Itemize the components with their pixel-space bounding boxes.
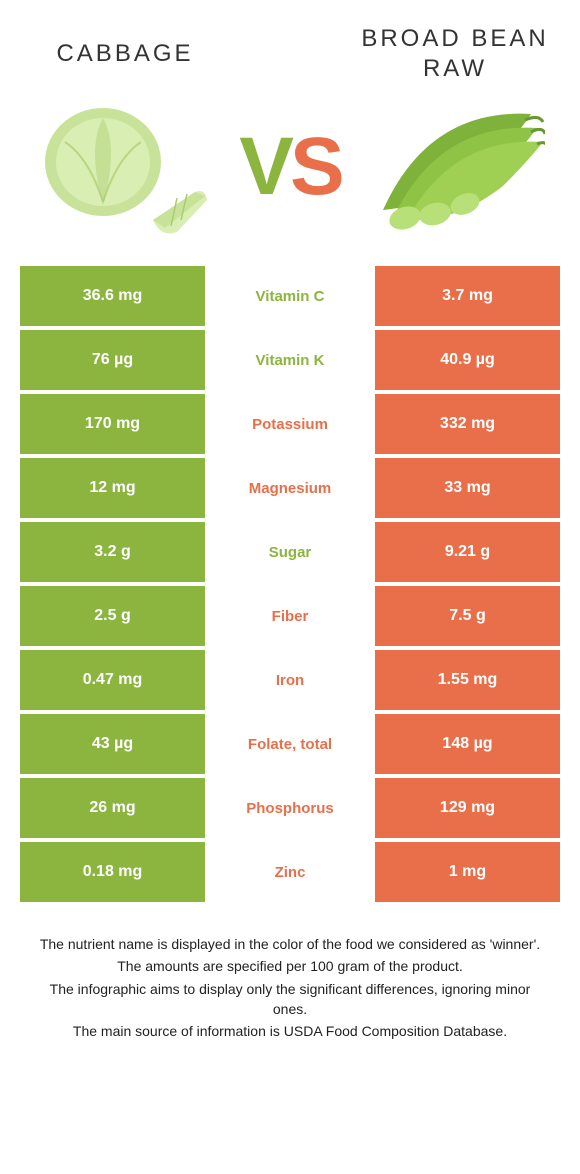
left-value: 2.5 g <box>20 586 205 646</box>
footnote-line: The infographic aims to display only the… <box>34 979 546 1020</box>
nutrient-label: Phosphorus <box>205 778 375 838</box>
hero-row: VS <box>0 88 580 266</box>
right-value: 3.7 mg <box>375 266 560 326</box>
broad-bean-image <box>350 92 560 242</box>
left-value: 43 µg <box>20 714 205 774</box>
nutrient-label: Magnesium <box>205 458 375 518</box>
nutrient-row: 0.18 mgZinc1 mg <box>20 842 560 902</box>
nutrient-row: 3.2 gSugar9.21 g <box>20 522 560 582</box>
nutrient-label: Potassium <box>205 394 375 454</box>
right-value: 1 mg <box>375 842 560 902</box>
nutrient-row: 2.5 gFiber7.5 g <box>20 586 560 646</box>
right-value: 129 mg <box>375 778 560 838</box>
nutrient-label: Zinc <box>205 842 375 902</box>
left-value: 0.47 mg <box>20 650 205 710</box>
right-value: 40.9 µg <box>375 330 560 390</box>
left-value: 36.6 mg <box>20 266 205 326</box>
header-row: CABBAGE BROAD BEAN RAW <box>0 0 580 88</box>
footnote-line: The nutrient name is displayed in the co… <box>34 934 546 954</box>
left-value: 76 µg <box>20 330 205 390</box>
nutrient-label: Iron <box>205 650 375 710</box>
nutrient-table: 36.6 mgVitamin C3.7 mg76 µgVitamin K40.9… <box>0 266 580 906</box>
left-value: 26 mg <box>20 778 205 838</box>
right-value: 148 µg <box>375 714 560 774</box>
nutrient-row: 76 µgVitamin K40.9 µg <box>20 330 560 390</box>
right-food-title: BROAD BEAN RAW <box>350 24 560 84</box>
right-value: 332 mg <box>375 394 560 454</box>
vs-v: V <box>239 121 290 212</box>
left-value: 3.2 g <box>20 522 205 582</box>
vs-s: S <box>290 121 341 212</box>
nutrient-label: Vitamin C <box>205 266 375 326</box>
right-value: 7.5 g <box>375 586 560 646</box>
right-value: 33 mg <box>375 458 560 518</box>
left-food-title: CABBAGE <box>20 39 230 69</box>
nutrient-row: 170 mgPotassium332 mg <box>20 394 560 454</box>
nutrient-row: 36.6 mgVitamin C3.7 mg <box>20 266 560 326</box>
right-value: 9.21 g <box>375 522 560 582</box>
nutrient-label: Vitamin K <box>205 330 375 390</box>
infographic-container: CABBAGE BROAD BEAN RAW VS <box>0 0 580 1174</box>
left-value: 12 mg <box>20 458 205 518</box>
right-value: 1.55 mg <box>375 650 560 710</box>
footnote-line: The main source of information is USDA F… <box>34 1021 546 1041</box>
nutrient-row: 12 mgMagnesium33 mg <box>20 458 560 518</box>
vs-label: VS <box>230 120 350 214</box>
footnote-line: The amounts are specified per 100 gram o… <box>34 956 546 976</box>
footnotes: The nutrient name is displayed in the co… <box>0 906 580 1043</box>
nutrient-row: 26 mgPhosphorus129 mg <box>20 778 560 838</box>
nutrient-label: Folate, total <box>205 714 375 774</box>
nutrient-label: Fiber <box>205 586 375 646</box>
nutrient-row: 0.47 mgIron1.55 mg <box>20 650 560 710</box>
left-value: 0.18 mg <box>20 842 205 902</box>
nutrient-label: Sugar <box>205 522 375 582</box>
cabbage-image <box>20 92 230 242</box>
left-value: 170 mg <box>20 394 205 454</box>
nutrient-row: 43 µgFolate, total148 µg <box>20 714 560 774</box>
